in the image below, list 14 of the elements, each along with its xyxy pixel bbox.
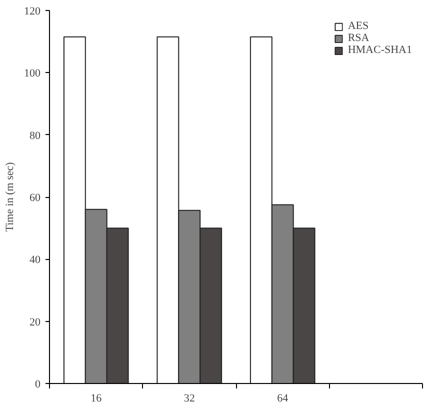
- y-tick-label: 120: [24, 6, 41, 18]
- y-tick-label: 40: [30, 254, 41, 266]
- legend-label: RSA: [348, 32, 370, 44]
- x-tick-label: 64: [277, 392, 289, 404]
- x-tick-label: 32: [184, 392, 195, 404]
- legend-label: HMAC-SHA1: [348, 44, 412, 56]
- y-tick-label: 60: [30, 192, 41, 204]
- y-tick-label: 100: [24, 68, 41, 80]
- y-tick-label: 0: [35, 378, 41, 390]
- x-tick-label: 16: [90, 392, 102, 404]
- y-tick-label: 80: [30, 130, 41, 142]
- y-axis-title: Time in (m sec): [4, 162, 16, 232]
- y-tick-label: 20: [30, 316, 41, 328]
- legend-label: AES: [348, 20, 369, 32]
